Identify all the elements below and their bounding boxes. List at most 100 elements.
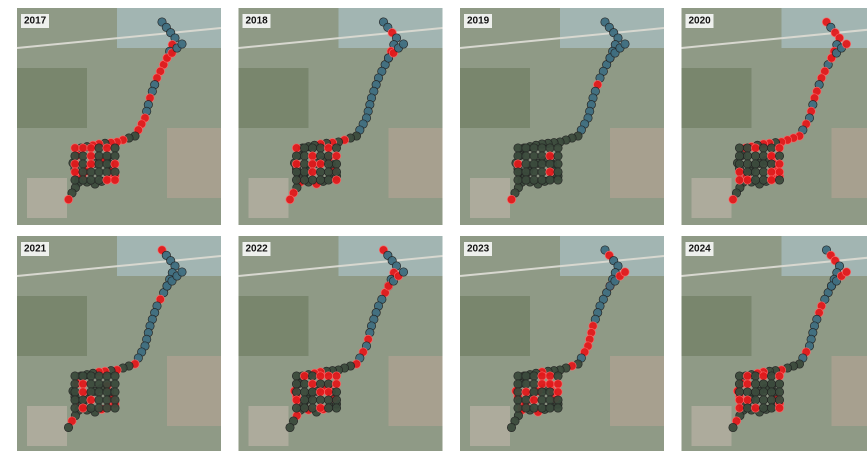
red-cell bbox=[767, 168, 775, 176]
hex-cell bbox=[300, 144, 308, 152]
field bbox=[692, 178, 732, 218]
red-cell bbox=[842, 268, 850, 276]
hex-cell bbox=[95, 152, 103, 160]
hex-cell bbox=[546, 144, 554, 152]
hex-cell bbox=[399, 40, 407, 48]
hex-cell bbox=[743, 152, 751, 160]
hex-cell bbox=[522, 396, 530, 404]
hex-cell bbox=[514, 372, 522, 380]
hex-cell bbox=[743, 404, 751, 412]
hex-cell bbox=[95, 396, 103, 404]
hex-cell bbox=[308, 396, 316, 404]
hex-cell bbox=[79, 152, 87, 160]
hex-cell bbox=[729, 423, 737, 431]
hex-cell bbox=[554, 396, 562, 404]
hex-cell bbox=[538, 176, 546, 184]
hex-cell bbox=[300, 152, 308, 160]
red-cell bbox=[775, 144, 783, 152]
year-label: 2021 bbox=[24, 244, 47, 255]
red-cell bbox=[308, 168, 316, 176]
red-cell bbox=[316, 372, 324, 380]
red-cell bbox=[735, 176, 743, 184]
hex-cell bbox=[522, 152, 530, 160]
hex-cell bbox=[95, 404, 103, 412]
hex-cell bbox=[530, 388, 538, 396]
field bbox=[27, 406, 67, 446]
hex-cell bbox=[111, 380, 119, 388]
red-cell bbox=[507, 195, 515, 203]
map-panel: 2023 bbox=[460, 236, 664, 451]
field bbox=[470, 406, 510, 446]
hex-cell bbox=[292, 380, 300, 388]
hex-cell bbox=[546, 176, 554, 184]
hex-cell bbox=[767, 388, 775, 396]
year-label: 2018 bbox=[246, 16, 269, 27]
hex-cell bbox=[324, 168, 332, 176]
hex-cell bbox=[530, 372, 538, 380]
hex-cell bbox=[554, 404, 562, 412]
red-cell bbox=[743, 396, 751, 404]
field bbox=[27, 178, 67, 218]
hex-cell bbox=[308, 144, 316, 152]
red-cell bbox=[292, 144, 300, 152]
red-cell bbox=[538, 380, 546, 388]
hex-cell bbox=[735, 144, 743, 152]
red-cell bbox=[332, 380, 340, 388]
field bbox=[389, 356, 443, 426]
red-cell bbox=[111, 176, 119, 184]
hex-cell bbox=[308, 372, 316, 380]
red-cell bbox=[316, 388, 324, 396]
field bbox=[682, 296, 752, 356]
hex-cell bbox=[767, 380, 775, 388]
hex-cell bbox=[95, 168, 103, 176]
hex-cell bbox=[775, 380, 783, 388]
red-cell bbox=[308, 380, 316, 388]
hex-cell bbox=[87, 176, 95, 184]
hex-cell bbox=[103, 388, 111, 396]
hex-cell bbox=[735, 372, 743, 380]
hex-cell bbox=[767, 404, 775, 412]
hex-cell bbox=[751, 372, 759, 380]
hex-cell bbox=[111, 152, 119, 160]
hex-cell bbox=[767, 372, 775, 380]
hex-cell bbox=[87, 380, 95, 388]
field bbox=[239, 296, 309, 356]
hex-cell bbox=[522, 176, 530, 184]
hex-cell bbox=[308, 176, 316, 184]
hex-cell bbox=[751, 176, 759, 184]
red-cell bbox=[64, 195, 72, 203]
hex-cell bbox=[735, 152, 743, 160]
hex-cell bbox=[111, 388, 119, 396]
hex-cell bbox=[71, 388, 79, 396]
hex-cell bbox=[71, 396, 79, 404]
red-cell bbox=[71, 160, 79, 168]
hex-cell bbox=[522, 160, 530, 168]
hex-cell bbox=[621, 40, 629, 48]
map-panel: 2022 bbox=[239, 236, 443, 451]
red-cell bbox=[87, 144, 95, 152]
red-cell bbox=[546, 152, 554, 160]
map-panel: 2020 bbox=[682, 8, 867, 225]
hex-cell bbox=[743, 160, 751, 168]
hex-cell bbox=[103, 404, 111, 412]
hex-cell bbox=[103, 380, 111, 388]
red-cell bbox=[286, 195, 294, 203]
red-cell bbox=[775, 168, 783, 176]
hex-cell bbox=[546, 160, 554, 168]
hex-cell bbox=[71, 380, 79, 388]
hex-cell bbox=[332, 168, 340, 176]
red-cell bbox=[324, 144, 332, 152]
red-cell bbox=[775, 404, 783, 412]
red-cell bbox=[735, 404, 743, 412]
field bbox=[832, 356, 867, 426]
hex-cell bbox=[759, 160, 767, 168]
hex-cell bbox=[538, 168, 546, 176]
hex-cell bbox=[759, 388, 767, 396]
hex-cell bbox=[316, 152, 324, 160]
red-cell bbox=[111, 160, 119, 168]
hex-cell bbox=[95, 388, 103, 396]
field bbox=[17, 68, 87, 128]
red-cell bbox=[332, 176, 340, 184]
hex-cell bbox=[178, 268, 186, 276]
hex-cell bbox=[522, 380, 530, 388]
